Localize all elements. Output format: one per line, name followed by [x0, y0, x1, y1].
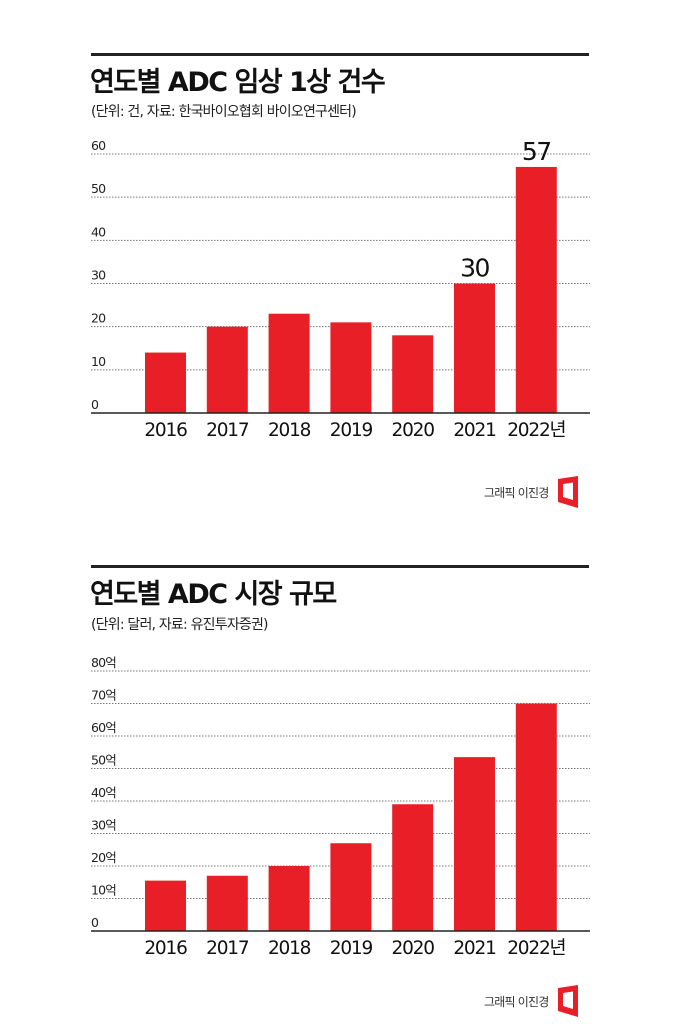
y-tick-label: 50억 — [91, 753, 116, 768]
bar-2018 — [268, 313, 310, 413]
bar-2021 — [454, 757, 495, 931]
bar-2019 — [330, 322, 372, 413]
x-tick-label: 2019 — [330, 938, 373, 959]
y-tick-label: 60억 — [91, 720, 116, 735]
data-label: 57 — [522, 137, 551, 166]
y-tick-label: 80억 — [91, 655, 116, 670]
y-tick-label: 20 — [91, 311, 106, 326]
chart-panel-clinical-trials: 연도별 ADC 임상 1상 건수 (단위: 건, 자료: 한국바이오협회 바이오… — [90, 53, 590, 508]
title-rule — [91, 53, 589, 56]
bar-2020 — [392, 335, 434, 413]
y-tick-label: 60 — [91, 138, 106, 153]
graphic-credit: 그래픽 이진경 — [484, 476, 580, 508]
x-tick-label: 2017 — [206, 938, 249, 959]
bar-2016 — [145, 880, 186, 931]
bar-chart-market-size: 0 10억 20억 30억 40억 50억 60억 70억 80억 2016 2017 2018 201… — [91, 655, 590, 959]
data-label: 30 — [460, 254, 489, 283]
bar-2017 — [206, 875, 248, 931]
graphic-credit: 그래픽 이진경 — [484, 985, 580, 1017]
y-tick-label: 0 — [91, 397, 99, 412]
y-tick-label: 40억 — [91, 785, 116, 800]
x-tick-label: 2020 — [392, 938, 435, 959]
x-tick-label: 2021 — [453, 938, 496, 959]
bar-2022년 — [515, 166, 557, 413]
y-tick-label: 0 — [91, 915, 99, 930]
publisher-logo-icon — [558, 476, 579, 508]
bar-2021 — [454, 283, 495, 413]
y-tick-label: 20억 — [91, 850, 116, 865]
y-tick-label: 40 — [91, 224, 106, 239]
chart-subtitle: (단위: 달러, 자료: 유진투자증권) — [91, 617, 269, 633]
title-rule — [91, 565, 589, 568]
x-tick-label: 2018 — [268, 938, 311, 959]
bar-2016 — [145, 352, 186, 413]
credit-text: 그래픽 이진경 — [484, 485, 549, 500]
x-tick-label: 2022년 — [507, 938, 565, 959]
x-tick-label: 2018 — [268, 420, 311, 441]
bar-chart-clinical-trials: 0 10 20 30 40 50 60 2016 2017 2018 2019 2020 2021 30 2… — [91, 137, 590, 441]
y-tick-label: 50 — [91, 181, 106, 196]
chart-subtitle: (단위: 건, 자료: 한국바이오협회 바이오연구센터) — [91, 104, 357, 120]
bar-2020 — [392, 804, 434, 931]
y-tick-label: 30억 — [91, 818, 116, 833]
y-tick-label: 70억 — [91, 688, 116, 703]
x-tick-label: 2019 — [330, 420, 373, 441]
publisher-logo-icon — [558, 985, 579, 1017]
chart-title: 연도별 ADC 임상 1상 건수 — [90, 67, 386, 98]
x-tick-label: 2017 — [206, 420, 249, 441]
x-tick-label: 2016 — [144, 420, 187, 441]
bar-2019 — [330, 843, 372, 931]
x-tick-label: 2021 — [453, 420, 496, 441]
x-tick-label: 2022년 — [507, 420, 565, 441]
chart-title: 연도별 ADC 시장 규모 — [90, 579, 337, 610]
y-tick-label: 30 — [91, 268, 106, 283]
y-tick-label: 10 — [91, 354, 106, 369]
bar-2022년 — [515, 703, 557, 931]
bar-2017 — [206, 326, 248, 413]
y-tick-label: 10억 — [91, 883, 116, 898]
credit-text: 그래픽 이진경 — [484, 994, 549, 1009]
x-tick-label: 2020 — [392, 420, 435, 441]
bar-2018 — [268, 866, 310, 931]
x-tick-label: 2016 — [144, 938, 187, 959]
